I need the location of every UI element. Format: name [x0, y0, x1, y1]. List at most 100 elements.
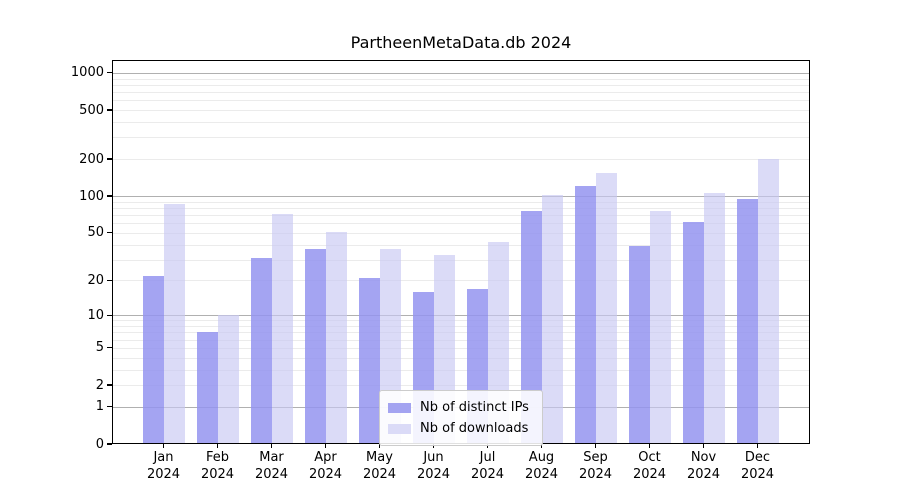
bar-downloads-dec — [757, 159, 779, 444]
x-tick-label-may: May 2024 — [362, 450, 397, 482]
x-tick-mar — [270, 444, 273, 448]
legend-swatch-downloads-icon — [388, 423, 411, 434]
gridline-minor-700 — [112, 92, 810, 93]
x-tick-jan — [162, 444, 165, 448]
gridline-minor-60 — [112, 223, 810, 225]
bar-downloads-feb — [217, 315, 239, 444]
bar-downloads-mar — [271, 213, 293, 444]
x-tick-aug — [540, 444, 543, 448]
bar-distinct-ips-oct — [628, 245, 650, 444]
x-tick-label-oct: Oct 2024 — [632, 450, 667, 482]
gridline-minor-300 — [112, 137, 810, 139]
gridline-minor-900 — [112, 78, 810, 80]
y-tick-500 — [107, 109, 112, 111]
bar-distinct-ips-may — [358, 277, 380, 444]
x-tick-label-mar: Mar 2024 — [254, 450, 289, 482]
gridline-minor-3 — [112, 369, 810, 371]
bar-downloads-sep — [595, 172, 617, 444]
gridline-minor-70 — [112, 215, 810, 216]
x-tick-sep — [594, 444, 597, 448]
y-tick-label-100: 100 — [79, 188, 104, 204]
x-tick-jun — [432, 444, 435, 448]
y-tick-label-1: 1 — [95, 399, 104, 415]
gridline-minor-6 — [112, 339, 810, 341]
x-tick-label-jul: Jul 2024 — [470, 450, 505, 482]
gridline-minor-5 — [112, 347, 810, 349]
gridline-minor-4 — [112, 357, 810, 359]
bar-downloads-jan — [163, 204, 185, 444]
gridline-minor-500 — [112, 110, 810, 111]
legend: Nb of distinct IPs Nb of downloads — [379, 390, 543, 446]
y-tick-200 — [107, 158, 112, 160]
gridline-major-100 — [112, 196, 810, 198]
bar-distinct-ips-mar — [250, 257, 272, 444]
gridline-minor-8 — [112, 326, 810, 327]
y-tick-100 — [107, 195, 112, 197]
legend-entry-downloads: Nb of downloads — [388, 418, 534, 439]
gridline-minor-30 — [112, 259, 810, 261]
legend-label-downloads: Nb of downloads — [420, 421, 529, 436]
x-tick-label-jun: Jun 2024 — [416, 450, 451, 482]
y-tick-label-2: 2 — [95, 377, 104, 393]
x-tick-nov — [702, 444, 705, 448]
bar-distinct-ips-sep — [574, 186, 596, 444]
legend-entry-distinct-ips: Nb of distinct IPs — [388, 397, 534, 418]
bar-distinct-ips-feb — [196, 332, 218, 444]
y-tick-5 — [107, 347, 112, 349]
x-tick-feb — [216, 444, 219, 448]
y-tick-label-10: 10 — [87, 307, 104, 323]
x-tick-label-dec: Dec 2024 — [740, 450, 775, 482]
x-tick-label-jan: Jan 2024 — [146, 450, 181, 482]
gridline-major-1000 — [112, 72, 810, 74]
y-tick-label-0: 0 — [95, 436, 104, 452]
bar-distinct-ips-dec — [736, 198, 758, 444]
gridline-minor-7 — [112, 332, 810, 334]
x-tick-label-apr: Apr 2024 — [308, 450, 343, 482]
y-tick-label-1000: 1000 — [70, 65, 104, 81]
x-tick-label-feb: Feb 2024 — [200, 450, 235, 482]
gridline-minor-9 — [112, 320, 810, 322]
gridline-minor-2 — [112, 385, 810, 386]
y-tick-20 — [107, 279, 112, 282]
gridline-minor-800 — [112, 84, 810, 86]
y-tick-10 — [107, 314, 112, 316]
gridline-minor-50 — [112, 232, 810, 234]
plot-area: Nb of distinct IPs Nb of downloads 0 1 2 5 1… — [71, 60, 810, 482]
y-tick-label-20: 20 — [87, 272, 104, 288]
bar-downloads-oct — [649, 211, 671, 444]
y-tick-0 — [107, 443, 112, 445]
x-tick-dec — [756, 444, 759, 448]
y-tick-label-5: 5 — [95, 340, 104, 356]
x-tick-label-sep: Sep 2024 — [578, 450, 613, 482]
bar-downloads-aug — [541, 194, 563, 444]
bar-distinct-ips-nov — [682, 222, 704, 444]
x-tick-label-aug: Aug 2024 — [524, 450, 559, 482]
y-tick-1000 — [107, 72, 112, 74]
gridline-minor-40 — [112, 244, 810, 246]
gridline-minor-80 — [112, 207, 810, 209]
y-tick-2 — [107, 384, 112, 386]
gridline-minor-200 — [112, 159, 810, 161]
x-tick-jul — [486, 444, 489, 448]
y-tick-label-500: 500 — [79, 102, 104, 118]
x-tick-label-nov: Nov 2024 — [686, 450, 721, 482]
bar-distinct-ips-jan — [142, 275, 164, 444]
chart-title: PartheenMetaData.db 2024 — [350, 33, 572, 52]
bar-downloads-apr — [325, 231, 347, 444]
bar-distinct-ips-aug — [520, 211, 542, 444]
x-tick-oct — [648, 444, 651, 448]
gridline-minor-90 — [112, 201, 810, 203]
y-tick-1 — [107, 406, 112, 408]
y-tick-label-200: 200 — [79, 151, 104, 167]
gridline-minor-20 — [112, 280, 810, 282]
x-tick-may — [378, 444, 381, 448]
legend-swatch-distinct-ips-icon — [388, 402, 411, 413]
legend-label-distinct-ips: Nb of distinct IPs — [420, 400, 529, 415]
x-tick-apr — [324, 444, 327, 448]
bar-downloads-nov — [703, 192, 725, 444]
gridline-minor-400 — [112, 122, 810, 123]
gridline-minor-600 — [112, 100, 810, 102]
y-tick-50 — [107, 232, 112, 234]
y-tick-label-50: 50 — [87, 225, 104, 241]
